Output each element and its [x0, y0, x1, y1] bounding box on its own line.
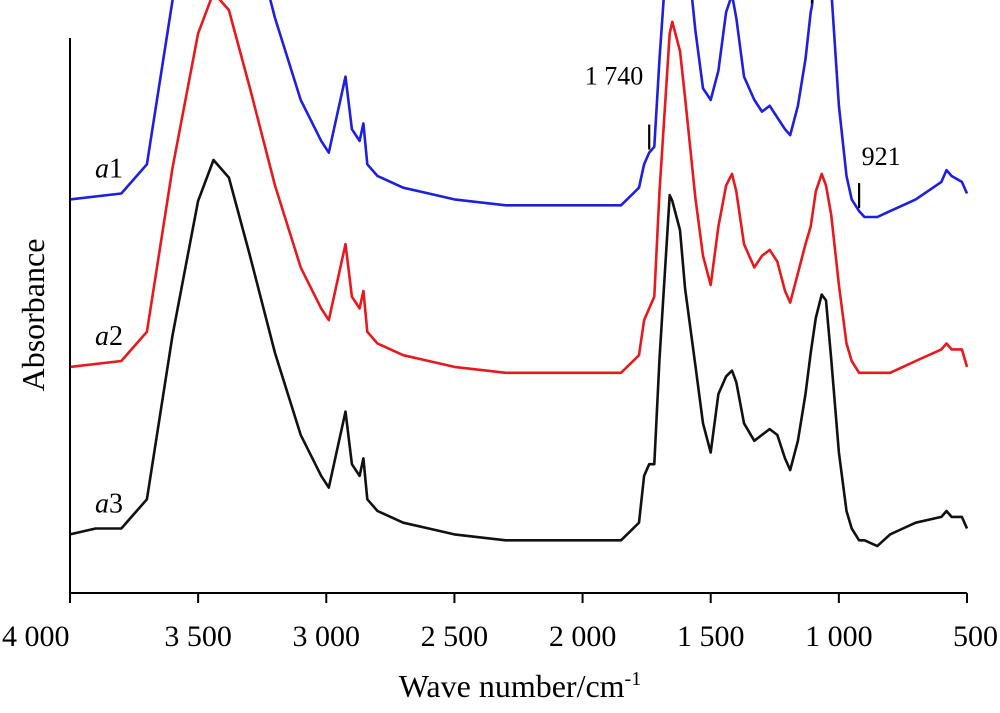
x-tick-label: 4 000 — [2, 620, 70, 653]
annotation-label: 1 740 — [585, 62, 644, 91]
series-line-a1 — [69, 0, 969, 219]
x-tick-label: 3 000 — [293, 620, 361, 653]
series-label-a2: a2 — [95, 321, 123, 352]
x-axis-title: Wave number/cm-1 — [399, 668, 641, 704]
x-tick-label: 2 500 — [421, 620, 489, 653]
series-label-layer: a1 a2 a3 — [95, 153, 123, 519]
series-line-a3 — [69, 158, 969, 548]
annotation-layer: 1 7401 6501 4171 1051067921 — [585, 0, 901, 209]
x-tick-label: 3 500 — [164, 620, 232, 653]
x-axis — [69, 38, 967, 594]
annotation-label: 921 — [862, 142, 901, 171]
x-tick-label: 1 000 — [805, 620, 873, 653]
x-tick-label: 1 500 — [677, 620, 745, 653]
series-layer — [69, 0, 969, 548]
series-label-a1: a1 — [95, 153, 123, 184]
series-label-a3: a3 — [95, 488, 123, 519]
x-tick-label: 2 000 — [549, 620, 617, 653]
y-axis-title: Absorbance — [15, 239, 51, 392]
x-tick-label: 500 — [953, 620, 998, 653]
x-tick-layer: 4 000 3 500 3 000 2 500 2 000 1 500 1 000 500 — [2, 593, 998, 653]
series-line-a2 — [69, 0, 969, 375]
